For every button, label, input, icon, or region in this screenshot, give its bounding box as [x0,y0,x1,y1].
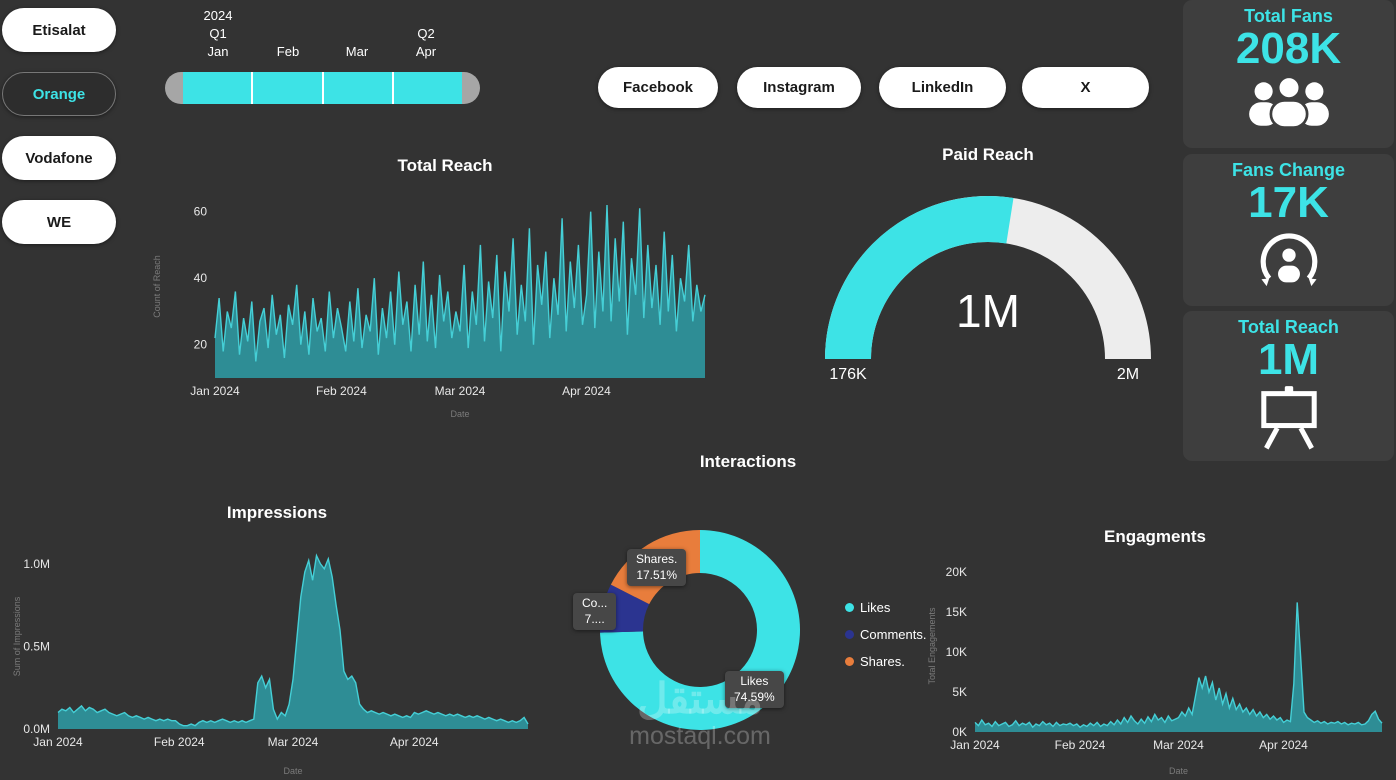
callout-line: 17.51% [636,567,678,582]
legend-item-likes[interactable]: Likes [845,594,926,621]
svg-text:Count of Reach: Count of Reach [152,255,162,318]
brand-button-orange[interactable]: Orange [2,72,116,116]
kpi-title: Total Reach [1238,317,1339,337]
svg-text:Jan 2024: Jan 2024 [33,735,83,749]
svg-text:60: 60 [194,205,208,219]
brand-button-we[interactable]: WE [2,200,116,244]
slider-segment-mar[interactable] [321,72,392,104]
comments-callout: Co... 7.... [573,593,617,631]
slicer-month-feb: Feb [276,44,300,59]
slicer-q2-label: Q2 [417,26,435,41]
interactions-legend: Likes Comments. Shares. [845,594,926,675]
slicer-q1-label: Q1 [209,26,227,41]
svg-text:Date: Date [1169,766,1188,776]
comments-dot-icon [845,630,854,639]
callout-line: 74.59% [734,689,775,704]
svg-text:Date: Date [450,409,469,419]
svg-text:0.5M: 0.5M [23,639,50,653]
legend-label: Likes [860,600,891,615]
svg-text:1M: 1M [956,285,1020,337]
svg-text:10K: 10K [946,645,967,659]
kpi-card-fans-change: Fans Change 17K [1183,154,1394,306]
slider-segment-apr[interactable] [391,72,462,104]
fan-refresh-icon [1260,233,1317,286]
platform-button-instagram[interactable]: Instagram [737,67,861,108]
svg-text:20K: 20K [946,565,967,579]
kpi-title: Fans Change [1231,160,1346,180]
presentation-board-icon [1260,385,1317,450]
svg-text:0.0M: 0.0M [23,722,50,736]
svg-text:Mar 2024: Mar 2024 [268,735,319,749]
paid-reach-chart-title: Paid Reach [942,145,1034,164]
svg-text:Mar 2024: Mar 2024 [435,384,486,398]
svg-text:Apr 2024: Apr 2024 [1259,738,1308,752]
svg-text:Feb 2024: Feb 2024 [154,735,205,749]
date-range-slider[interactable] [165,72,480,104]
svg-text:15K: 15K [946,605,967,619]
slider-handle-right[interactable] [462,72,480,104]
platform-button-linkedin[interactable]: LinkedIn [879,67,1006,108]
slicer-year-label: 2024 [203,8,233,23]
engagments-chart-title: Engagments [1103,527,1207,546]
likes-dot-icon [845,603,854,612]
svg-text:Jan 2024: Jan 2024 [190,384,240,398]
svg-text:0K: 0K [952,725,967,739]
svg-text:40: 40 [194,271,208,285]
svg-text:Feb 2024: Feb 2024 [316,384,367,398]
slider-segment-jan[interactable] [183,72,252,104]
paid-reach-gauge: 176K 2M 1M [825,196,1151,383]
slicer-month-mar: Mar [345,44,369,59]
callout-line: 7.... [584,611,605,626]
svg-text:Feb 2024: Feb 2024 [1055,738,1106,752]
engagments-chart: 0K 5K 10K 15K 20K Jan 2024 Feb 2024 Mar 2024 Apr… [927,565,1383,776]
shares-dot-icon [845,657,854,666]
kpi-value: 17K [1248,178,1329,227]
svg-text:5K: 5K [952,685,967,699]
platform-button-facebook[interactable]: Facebook [598,67,718,108]
callout-line: Co... [582,596,608,610]
kpi-title: Total Fans [1244,6,1333,26]
svg-text:2M: 2M [1117,366,1139,383]
legend-label: Shares. [860,654,905,669]
svg-text:Total Engagements: Total Engagements [927,607,937,685]
svg-text:Mar 2024: Mar 2024 [1153,738,1204,752]
likes-callout: Likes 74.59% [725,671,784,709]
svg-text:Sum of Impressions: Sum of Impressions [12,596,22,676]
kpi-value: 208K [1235,24,1342,73]
platform-button-x[interactable]: X [1022,67,1149,108]
kpi-card-total-reach: Total Reach 1M [1183,311,1394,461]
callout-line: Shares. [636,552,678,566]
fans-group-icon [1248,75,1329,129]
legend-item-shares[interactable]: Shares. [845,648,926,675]
svg-text:20: 20 [194,338,208,352]
kpi-value: 1M [1257,335,1320,384]
impressions-chart-title: Impressions [226,503,328,522]
brand-button-vodafone[interactable]: Vodafone [2,136,116,180]
legend-item-comments[interactable]: Comments. [845,621,926,648]
legend-label: Comments. [860,627,927,642]
brand-button-etisalat[interactable]: Etisalat [2,8,116,52]
date-slicer: 2024 Q1 Q2 Jan Feb Mar Apr [165,8,480,108]
slider-segment-feb[interactable] [251,72,322,104]
svg-text:Apr 2024: Apr 2024 [562,384,611,398]
svg-text:Date: Date [283,766,302,776]
svg-text:1.0M: 1.0M [23,557,50,571]
kpi-card-total-fans: Total Fans 208K [1183,0,1394,148]
callout-line: Likes [740,674,769,688]
impressions-chart: 0.0M 0.5M 1.0M Jan 2024 Feb 2024 Mar 2024 Apr … [12,553,529,776]
total-reach-chart: 20 40 60 Jan 2024 Feb 2024 Mar 2024 Apr 2024 Da… [152,205,706,419]
slicer-month-jan: Jan [207,44,229,59]
interactions-chart-title: Interactions [699,452,797,471]
slider-handle-left[interactable] [165,72,183,104]
shares-callout: Shares. 17.51% [627,549,687,587]
svg-text:176K: 176K [829,366,867,383]
svg-text:Apr 2024: Apr 2024 [390,735,439,749]
total-reach-chart-title: Total Reach [397,156,493,175]
svg-text:Jan 2024: Jan 2024 [950,738,1000,752]
slicer-month-apr: Apr [415,44,437,59]
interactions-donut: Shares. 17.51% Co... 7.... Likes 74.59% [573,527,803,733]
